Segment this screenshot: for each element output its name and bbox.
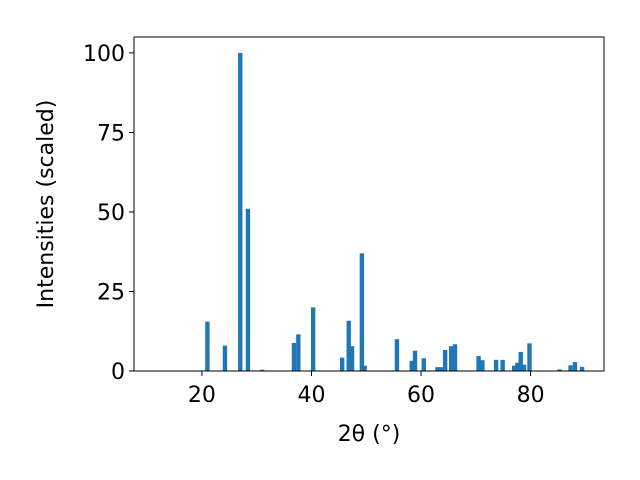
bar [579, 366, 585, 371]
bar [557, 369, 562, 371]
bar [527, 343, 532, 371]
bar [452, 344, 458, 371]
bar [511, 365, 517, 371]
x-axis-ticks: 20 40 60 80 [188, 371, 545, 408]
bar [480, 360, 485, 371]
bar [515, 362, 520, 371]
bar [412, 350, 418, 371]
bar [476, 356, 481, 371]
y-tick-label: 100 [83, 42, 125, 67]
bar [349, 346, 355, 371]
bar [448, 346, 454, 371]
bar [435, 367, 440, 371]
bar [205, 321, 210, 371]
x-tick-label: 60 [407, 383, 435, 408]
bar [346, 320, 351, 371]
bar [493, 359, 499, 371]
bar [521, 364, 527, 371]
bar [572, 362, 578, 371]
bar [296, 334, 301, 371]
bar [500, 359, 505, 371]
y-tick-label: 50 [97, 201, 125, 226]
plot-frame [133, 36, 605, 372]
bar [359, 253, 365, 371]
bar [518, 351, 523, 371]
bar [222, 345, 228, 371]
y-axis-ticks: 0 25 50 75 100 [83, 42, 134, 385]
bar [238, 52, 243, 372]
x-tick-label: 20 [188, 383, 216, 408]
bar [339, 357, 345, 371]
bars [205, 52, 585, 372]
bar [438, 367, 443, 371]
bar [245, 208, 251, 371]
y-axis-label: Intensities (scaled) [34, 100, 59, 309]
y-tick-label: 25 [97, 280, 125, 305]
bar [259, 369, 265, 371]
bar [362, 365, 367, 371]
bar [409, 360, 414, 371]
bar [394, 339, 400, 371]
x-tick-label: 80 [517, 383, 545, 408]
bar [442, 350, 448, 371]
x-axis-label: 2θ (°) [338, 422, 401, 447]
bar [421, 358, 426, 371]
bar [291, 343, 297, 371]
y-tick-label: 0 [111, 360, 125, 385]
y-tick-label: 75 [97, 121, 125, 146]
x-tick-label: 40 [297, 383, 325, 408]
bar [310, 307, 316, 371]
bar [568, 365, 573, 371]
